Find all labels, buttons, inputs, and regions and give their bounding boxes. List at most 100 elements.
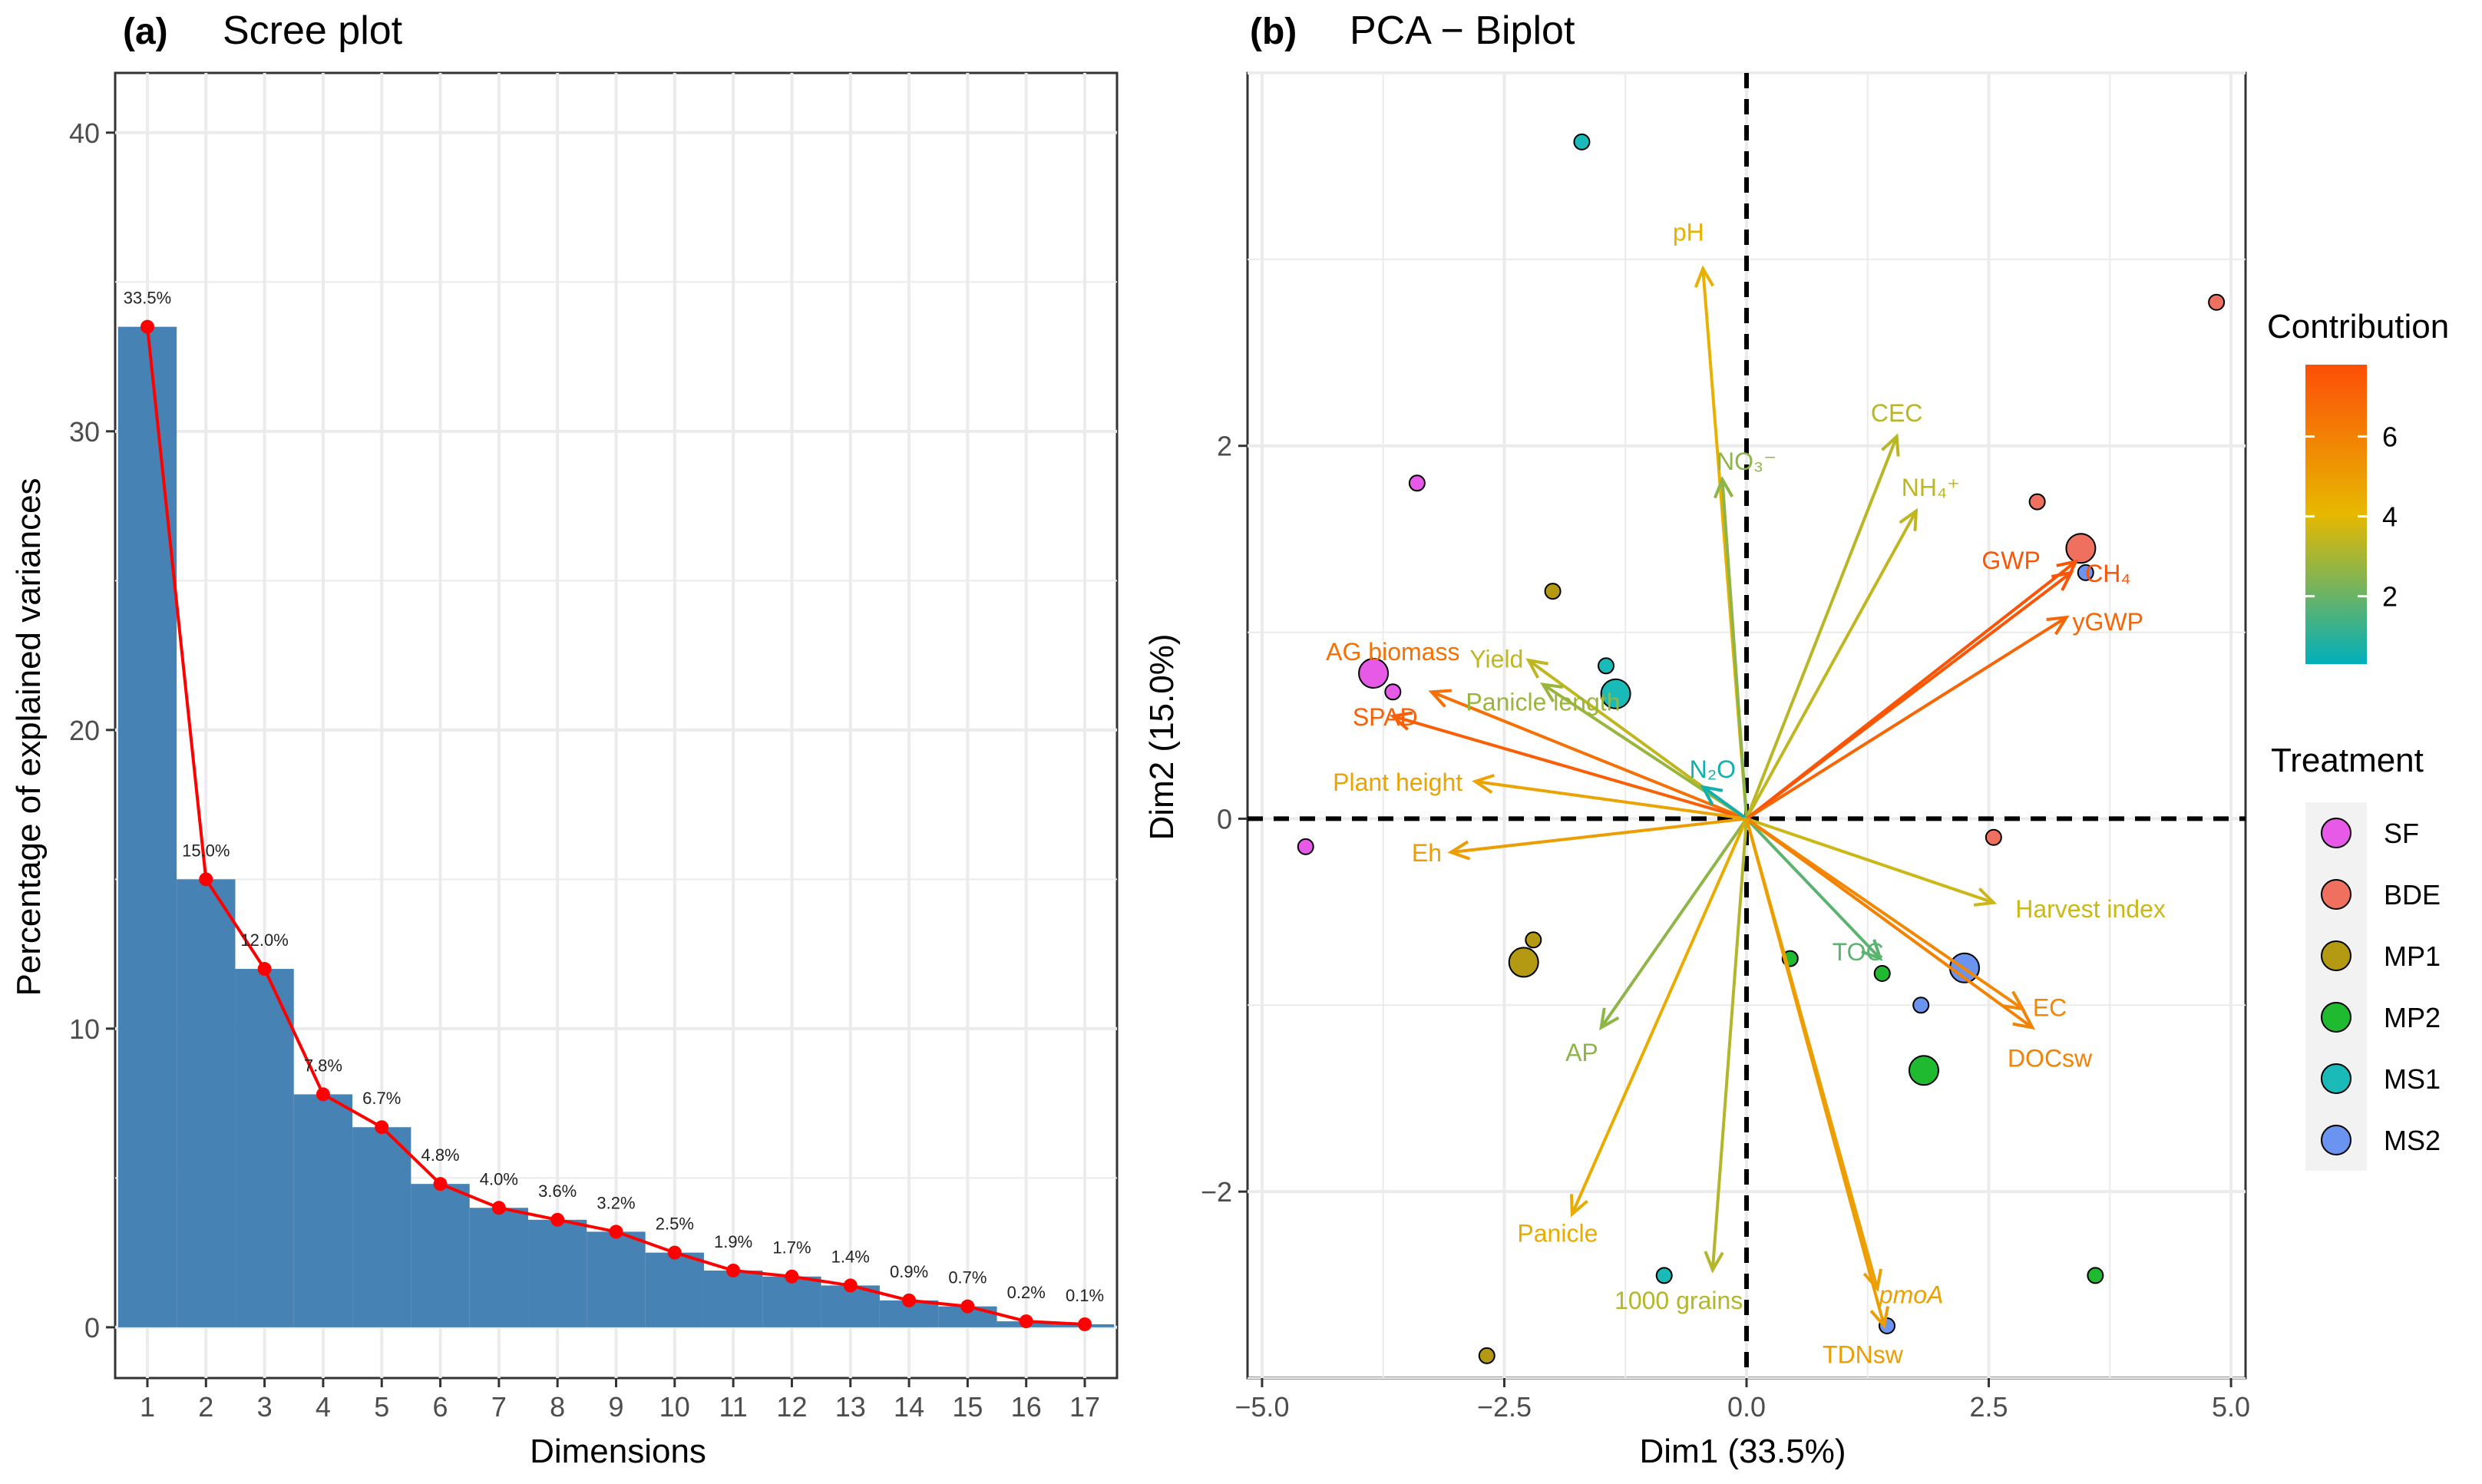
biplot-point-mp2 — [1873, 965, 1891, 982]
biplot-arrow — [1600, 818, 1748, 1029]
biplot-arrowhead — [1700, 785, 1724, 806]
scree-x-tick-label: 16 — [1011, 1391, 1042, 1423]
biplot-point-mp2 — [1908, 1055, 1939, 1086]
biplot-point-ms1 — [1597, 657, 1614, 675]
biplot-point-ms2 — [2077, 564, 2094, 581]
biplot-arrowhead — [2012, 1009, 2036, 1030]
scree-x-tick-label: 11 — [719, 1391, 747, 1423]
biplot-variable-label: yGWP — [2073, 608, 2143, 636]
scree-bar — [411, 1184, 470, 1327]
scree-point — [140, 319, 154, 334]
biplot-point-mp1 — [1508, 947, 1539, 978]
biplot-point-sf — [1297, 838, 1314, 855]
scree-x-tick-label: 13 — [835, 1391, 866, 1423]
biplot-arrow — [1745, 435, 1899, 820]
biplot-arrow — [1745, 510, 1918, 820]
biplot-arrowhead — [1472, 773, 1495, 794]
biplot-arrow — [1475, 779, 1747, 821]
treatment-key-mp2 — [2321, 1002, 2351, 1033]
scree-point — [726, 1263, 741, 1277]
contribution-tick-label: 2 — [2382, 581, 2398, 613]
scree-x-axis-label: Dimensions — [530, 1433, 706, 1470]
treatment-key-label: SF — [2384, 818, 2419, 849]
biplot-point-bde — [2208, 293, 2226, 311]
treatment-key-label: MP2 — [2384, 1002, 2441, 1033]
biplot-arrow — [1710, 818, 1748, 1271]
scree-bars — [117, 326, 1115, 1327]
biplot-variable-label: pmoA — [1879, 1281, 1944, 1309]
scree-value-label: 33.5% — [124, 289, 171, 308]
scree-bar — [528, 1219, 587, 1327]
scree-y-tick-label: 20 — [69, 715, 100, 746]
treatment-key-bde — [2321, 879, 2351, 910]
biplot-variable-label: CEC — [1871, 399, 1923, 427]
treatment-key-ms1 — [2321, 1063, 2351, 1094]
scree-y-tick-label: 0 — [84, 1312, 100, 1344]
biplot-arrowhead — [2046, 615, 2070, 636]
biplot-arrowhead — [1540, 683, 1563, 702]
biplot-point-sf — [1358, 658, 1390, 689]
panel-b-label: (b) — [1250, 12, 1297, 52]
scree-x-tick-label: 6 — [433, 1391, 448, 1423]
scree-value-label: 12.0% — [240, 930, 288, 950]
scree-value-label: 3.6% — [538, 1182, 577, 1201]
scree-value-label: 1.4% — [831, 1247, 870, 1266]
biplot-arrowhead — [1861, 939, 1883, 961]
scree-value-label: 0.7% — [948, 1268, 987, 1287]
scree-point — [1078, 1317, 1092, 1331]
contribution-legend-ticks: 2 4 6 — [2305, 421, 2398, 613]
biplot-point-sf — [1384, 683, 1402, 701]
treatment-key-label: MS2 — [2384, 1125, 2441, 1156]
biplot-point-sf — [1408, 474, 1426, 492]
scree-y-axis-label: Percentage of explained variances — [10, 478, 48, 996]
scree-x-tick-label: 14 — [894, 1391, 924, 1423]
scree-point — [433, 1177, 448, 1191]
biplot-x-tick-label: 0.0 — [1727, 1391, 1766, 1423]
scree-x-tick-label: 12 — [776, 1391, 807, 1423]
scree-point — [785, 1269, 799, 1284]
biplot-variable-label: DOCsw — [2008, 1044, 2093, 1072]
scree-point — [902, 1293, 917, 1307]
scree-x-tick-label: 10 — [659, 1391, 690, 1423]
scree-y-tick-label: 30 — [69, 416, 100, 448]
scree-value-label: 7.8% — [304, 1056, 342, 1075]
scree-value-label: 4.0% — [480, 1169, 518, 1188]
biplot-x-axis-label: Dim1 (33.5%) — [1640, 1433, 1846, 1470]
scree-value-label: 0.2% — [1007, 1283, 1046, 1302]
biplot-arrow — [1720, 479, 1748, 819]
biplot-arrow — [1745, 817, 2034, 1030]
scree-value-labels: 33.5% 15.0% 12.0% 7.8% 6.7% 4.8% 4.0% 3.6% 3.2% 2… — [124, 289, 1104, 1305]
biplot-point-ms1 — [1600, 678, 1631, 709]
biplot-arrowhead — [1599, 1007, 1620, 1031]
scree-point — [609, 1225, 623, 1239]
treatment-legend-title: Treatment — [2271, 742, 2424, 779]
scree-value-label: 1.9% — [714, 1232, 752, 1251]
biplot-point-ms2 — [1912, 996, 1930, 1014]
biplot-arrow — [1745, 818, 1882, 960]
scree-value-label: 6.7% — [362, 1089, 401, 1108]
biplot-arrowhead — [1899, 507, 1919, 531]
scree-x-tick-label: 8 — [550, 1391, 565, 1423]
biplot-point-mp1 — [1525, 931, 1542, 949]
biplot-arrowhead — [1869, 1306, 1889, 1330]
scree-bar — [587, 1231, 646, 1327]
treatment-legend: SF BDE MP1 MP2 MS1 MS2 — [2305, 802, 2441, 1171]
biplot-variable-label: Panicle — [1517, 1220, 1598, 1248]
scree-point — [550, 1212, 565, 1227]
biplot-variable-label: Plant height — [1333, 768, 1462, 796]
contribution-colorbar — [2305, 365, 2367, 664]
scree-bar — [293, 1094, 353, 1327]
biplot-variable-label: SPAD — [1353, 703, 1418, 731]
biplot-arrowhead — [1704, 1251, 1724, 1274]
biplot-arrowhead — [1973, 887, 1998, 907]
scree-value-label: 3.2% — [597, 1193, 635, 1212]
biplot-arrow — [1746, 817, 1995, 904]
scree-y-tick-label: 10 — [69, 1013, 100, 1045]
treatment-key-mp1 — [2321, 940, 2351, 971]
scree-points — [140, 319, 1092, 1331]
scree-bar — [703, 1270, 763, 1327]
scree-point — [199, 872, 213, 887]
scree-bar — [762, 1276, 821, 1327]
scree-point — [491, 1201, 506, 1215]
scree-point — [316, 1087, 330, 1102]
